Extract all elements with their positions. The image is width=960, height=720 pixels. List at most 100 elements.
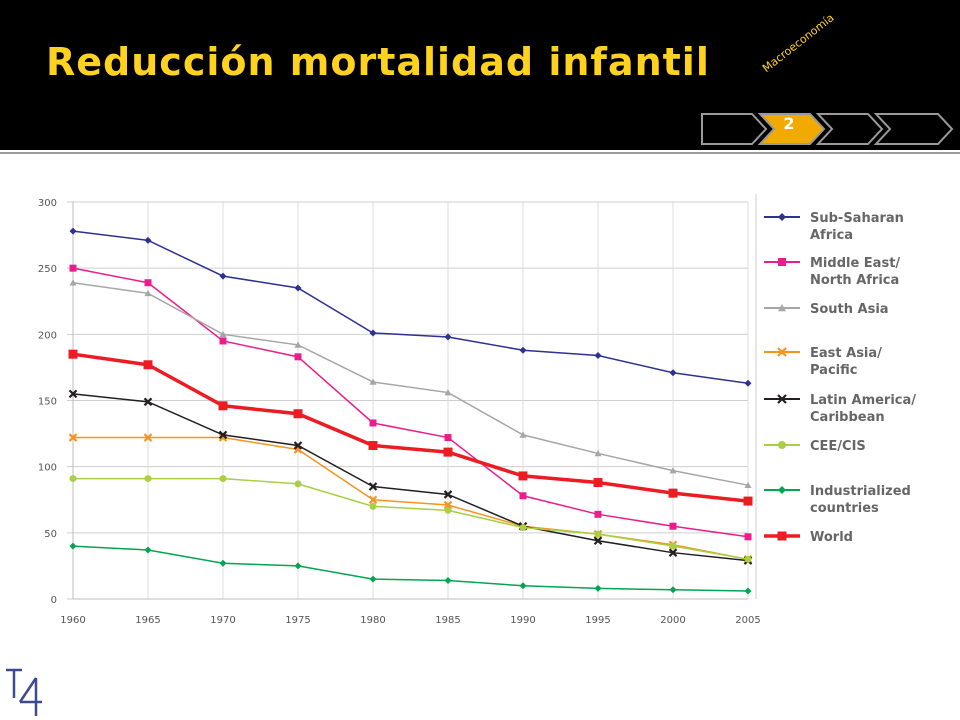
data-point xyxy=(444,506,452,514)
data-point xyxy=(743,496,753,506)
data-point xyxy=(368,495,378,505)
x-tick-label: 1975 xyxy=(285,615,310,626)
data-point xyxy=(444,333,452,341)
data-point xyxy=(69,227,77,235)
data-point xyxy=(293,409,303,419)
data-point xyxy=(519,346,527,354)
legend-label: North Africa xyxy=(810,273,899,288)
data-point xyxy=(518,471,528,481)
data-point xyxy=(443,490,453,499)
series-line xyxy=(73,477,749,561)
data-point xyxy=(219,272,227,280)
data-point xyxy=(219,337,227,345)
data-point xyxy=(669,522,677,530)
legend-label: World xyxy=(810,530,853,545)
mortality-line-chart: 0 50 100 150 200 250 300 1960 1965 1970 1975 1980 19… xyxy=(0,180,960,640)
data-point xyxy=(519,492,527,500)
data-point xyxy=(69,542,77,550)
data-point xyxy=(443,500,453,510)
data-point xyxy=(369,502,377,510)
data-point xyxy=(669,542,677,550)
x-tick-label: 1980 xyxy=(360,615,385,626)
page-number: 2 xyxy=(783,114,795,133)
legend-label: East Asia/ xyxy=(810,346,882,361)
data-point xyxy=(143,433,153,442)
data-point xyxy=(368,482,378,491)
y-tick-label: 300 xyxy=(38,198,57,209)
data-point xyxy=(594,510,602,518)
data-point xyxy=(519,431,527,438)
nav-arrow-back[interactable] xyxy=(701,113,768,145)
data-point xyxy=(443,447,453,457)
data-point xyxy=(444,576,452,584)
data-point xyxy=(594,584,602,592)
x-tick-label: 1965 xyxy=(135,615,160,626)
x-tick-label: 1995 xyxy=(585,615,610,626)
data-point xyxy=(68,433,78,442)
data-point xyxy=(369,419,377,427)
nav-arrow-next[interactable] xyxy=(815,113,884,145)
data-point xyxy=(293,441,303,450)
y-tick-label: 0 xyxy=(51,595,57,606)
legend-label: Caribbean xyxy=(810,410,885,425)
series-line xyxy=(72,267,749,538)
legend-marker xyxy=(778,304,786,312)
y-tick-label: 150 xyxy=(38,397,57,408)
data-point xyxy=(744,481,752,488)
data-point xyxy=(369,378,377,385)
data-point xyxy=(594,449,602,457)
data-point xyxy=(69,475,77,483)
legend-marker xyxy=(777,394,787,404)
legend-marker xyxy=(777,347,787,357)
data-point xyxy=(668,548,678,557)
y-tick-label: 100 xyxy=(38,463,57,474)
data-point xyxy=(669,467,677,474)
data-point xyxy=(294,341,302,348)
legend-marker xyxy=(778,258,786,266)
legend-marker xyxy=(778,486,786,494)
data-point xyxy=(218,430,228,440)
x-tick-label: 2005 xyxy=(735,615,760,626)
data-point xyxy=(144,546,152,554)
y-tick-label: 250 xyxy=(38,264,57,275)
x-tick-label: 1960 xyxy=(60,615,85,626)
data-point xyxy=(68,349,78,359)
data-point xyxy=(294,353,302,361)
data-point xyxy=(669,369,677,377)
series-line xyxy=(72,281,749,486)
legend-label: Sub-Saharan xyxy=(810,211,904,226)
legend-label: Africa xyxy=(810,228,853,243)
series-line xyxy=(72,352,749,503)
data-point xyxy=(369,329,377,337)
header-divider xyxy=(0,152,960,154)
series-line xyxy=(72,230,749,385)
data-point xyxy=(594,530,602,538)
data-point xyxy=(294,480,302,488)
legend-marker xyxy=(778,441,786,449)
t4-logo xyxy=(6,668,42,716)
legend-label: South Asia xyxy=(810,302,889,317)
data-point xyxy=(294,284,302,292)
legend-label: Pacific xyxy=(810,363,857,378)
legend-label: CEE/CIS xyxy=(810,439,866,454)
data-point xyxy=(444,389,452,396)
data-point xyxy=(519,524,527,532)
legend-marker xyxy=(778,213,786,221)
data-point xyxy=(519,582,527,590)
y-tick-label: 50 xyxy=(44,529,57,540)
series-line xyxy=(72,545,749,592)
data-point xyxy=(594,352,602,360)
data-point xyxy=(593,478,603,488)
nav-arrow-forward[interactable] xyxy=(873,113,954,145)
data-point xyxy=(669,586,677,594)
data-point xyxy=(294,562,302,570)
data-point xyxy=(593,536,603,546)
data-point xyxy=(69,264,77,272)
data-point xyxy=(744,533,752,541)
data-point xyxy=(219,330,227,338)
data-point xyxy=(368,440,378,450)
data-point xyxy=(668,488,678,498)
data-point xyxy=(369,575,377,583)
legend-label: countries xyxy=(810,501,879,516)
x-tick-label: 2000 xyxy=(660,615,685,626)
